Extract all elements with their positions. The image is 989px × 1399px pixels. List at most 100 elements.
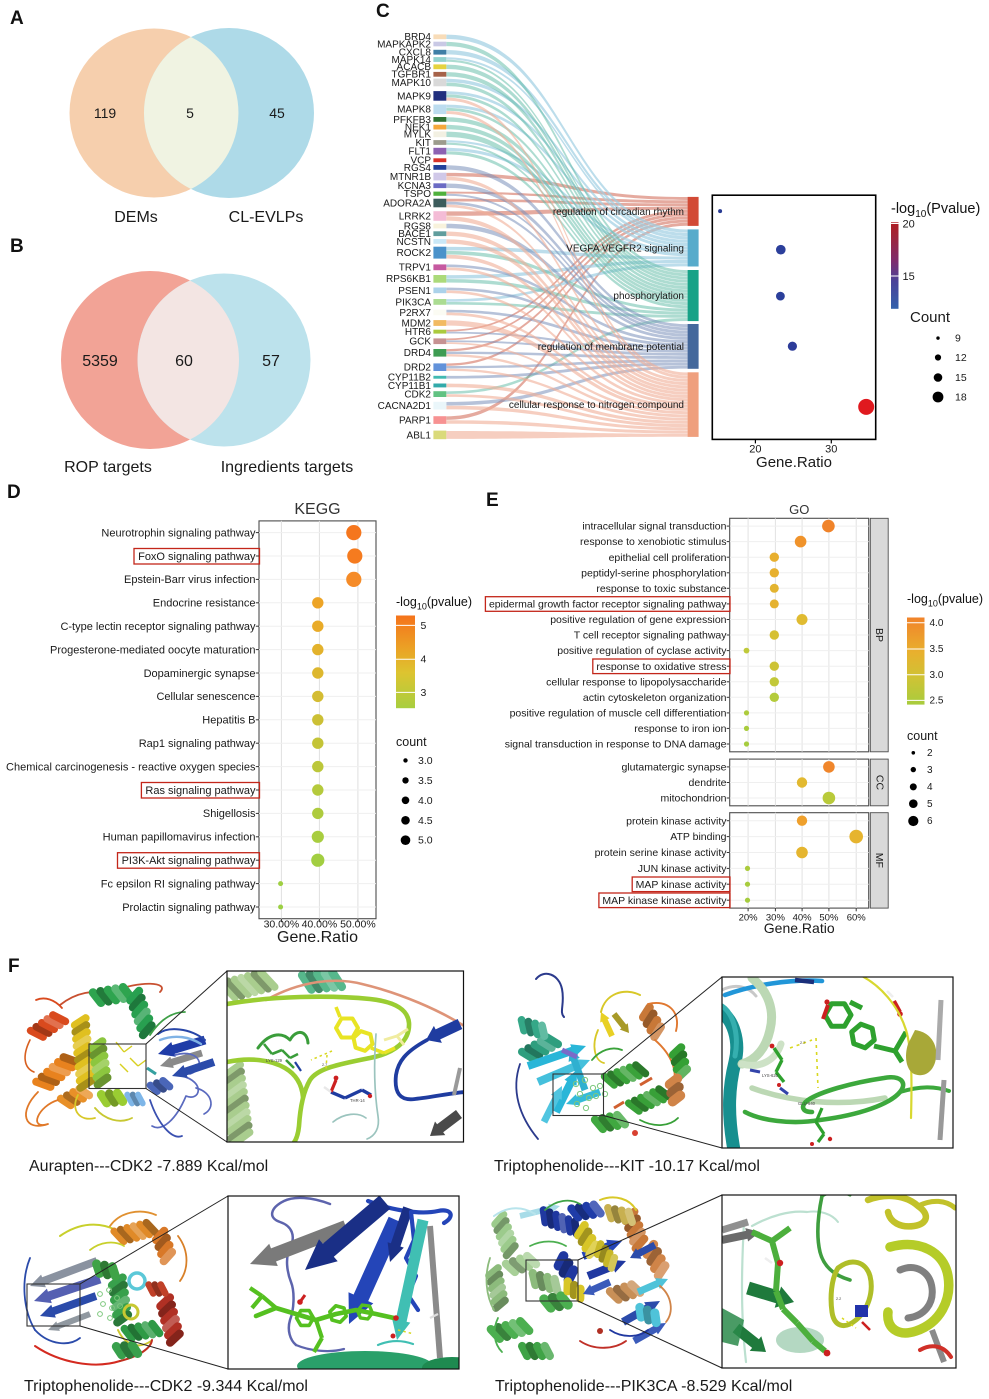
svg-text:ROCK2: ROCK2 [397,248,432,259]
svg-text:peptidyl-serine phosphorylatio: peptidyl-serine phosphorylation [581,567,726,579]
svg-text:dendrite: dendrite [689,777,727,789]
svg-text:Shigellosis: Shigellosis [203,808,256,820]
svg-text:40.00%: 40.00% [302,919,338,931]
svg-text:THR-14: THR-14 [350,1098,365,1103]
svg-text:C-type lectin receptor signali: C-type lectin receptor signaling pathway [60,621,256,633]
svg-text:Triptophenolide---CDK2 -9.344: Triptophenolide---CDK2 -9.344 Kcal/mol [24,1378,308,1395]
svg-text:CYP11B2: CYP11B2 [388,373,432,384]
svg-text:2: 2 [927,748,933,759]
svg-text:DRD4: DRD4 [404,348,432,359]
svg-text:response to iron ion: response to iron ion [634,723,726,735]
svg-text:PI3K-Akt signaling pathway: PI3K-Akt signaling pathway [122,855,256,867]
svg-text:2.2: 2.2 [836,1297,841,1301]
svg-text:Prolactin signaling pathway: Prolactin signaling pathway [122,902,256,914]
svg-text:MDM2: MDM2 [402,318,432,329]
svg-text:response to oxidative stress: response to oxidative stress [596,661,726,673]
svg-text:3.5: 3.5 [418,775,433,787]
svg-text:3: 3 [927,765,933,776]
svg-text:actin cytoskeleton organizatio: actin cytoskeleton organization [583,692,727,704]
svg-text:response to xenobiotic stimulu: response to xenobiotic stimulus [580,536,727,548]
svg-text:5.0: 5.0 [418,835,433,847]
svg-text:9: 9 [955,333,961,345]
svg-text:5: 5 [421,620,427,632]
svg-text:C: C [376,1,390,22]
svg-text:VCP: VCP [410,156,431,167]
svg-text:CACNA2D1: CACNA2D1 [378,401,432,412]
svg-text:Gene.Ratio: Gene.Ratio [277,929,358,946]
svg-text:protein serine kinase activity: protein serine kinase activity [595,847,728,859]
svg-text:MAP kinase activity: MAP kinase activity [636,879,728,891]
svg-text:intracellular signal transduct: intracellular signal transduction [582,521,726,533]
svg-text:VEGFA VEGFR2 signaling: VEGFA VEGFR2 signaling [566,243,684,254]
svg-text:RPS6KB1: RPS6KB1 [386,274,431,285]
svg-text:MAPK9: MAPK9 [397,91,431,102]
svg-text:TRPV1: TRPV1 [399,263,432,274]
svg-text:20: 20 [749,444,761,456]
svg-text:E: E [486,490,499,511]
svg-text:Endocrine resistance: Endocrine resistance [153,598,256,610]
svg-text:LYS-129: LYS-129 [266,1058,283,1063]
svg-text:3: 3 [421,687,427,699]
svg-text:4.5: 4.5 [418,815,433,827]
svg-text:MTNR1B: MTNR1B [390,172,431,183]
svg-text:positive regulation of cyclase: positive regulation of cyclase activity [557,645,727,657]
svg-text:DRD2: DRD2 [404,363,432,374]
svg-text:LYS-620: LYS-620 [762,1073,779,1078]
svg-text:CYP11B1: CYP11B1 [388,381,432,392]
svg-text:regulation of membrane potenti: regulation of membrane potential [538,342,684,353]
svg-text:30.00%: 30.00% [264,919,300,931]
svg-text:57: 57 [262,353,280,370]
svg-text:CC: CC [873,775,885,791]
svg-text:60%: 60% [847,913,867,924]
svg-text:RGS4: RGS4 [404,163,432,174]
svg-text:BP: BP [873,628,885,642]
svg-text:protein kinase activity: protein kinase activity [626,815,727,827]
svg-text:PFKFB3: PFKFB3 [393,115,431,126]
svg-text:NEK1: NEK1 [405,123,432,134]
svg-text:ABL1: ABL1 [407,430,432,441]
svg-text:response to toxic substance: response to toxic substance [596,583,726,595]
svg-text:MAP kinase kinase activity: MAP kinase kinase activity [602,895,727,907]
svg-text:3.0: 3.0 [418,755,433,767]
svg-text:GCK: GCK [409,337,431,348]
svg-text:-log10(pvalue): -log10(pvalue) [396,595,472,612]
svg-text:30: 30 [825,444,837,456]
svg-text:Chemical carcinogenesis - reac: Chemical carcinogenesis - reactive oxyge… [6,761,256,773]
svg-text:Gene.Ratio: Gene.Ratio [764,920,835,936]
svg-text:6: 6 [927,816,933,827]
svg-text:cellular response to nitrogen: cellular response to nitrogen compound [509,400,684,411]
svg-text:2.5: 2.5 [930,696,944,707]
svg-text:NCSTN: NCSTN [397,237,431,248]
svg-text:Aurapten---CDK2 -7.889 Kcal/mo: Aurapten---CDK2 -7.889 Kcal/mol [29,1158,268,1175]
svg-text:Cellular senescence: Cellular senescence [156,691,255,703]
svg-text:count: count [907,729,938,743]
svg-text:2.7: 2.7 [800,1041,805,1045]
svg-text:BACE1: BACE1 [398,229,431,240]
svg-text:cellular response to lipopolys: cellular response to lipopolysaccharide [546,676,727,688]
svg-text:MAPKAPK2: MAPKAPK2 [377,39,431,50]
svg-text:glutamatergic synapse: glutamatergic synapse [621,762,726,774]
svg-text:Progesterone-mediated oocyte m: Progesterone-mediated oocyte maturation [50,644,255,656]
svg-text:B: B [10,236,24,257]
svg-text:GO: GO [789,502,809,517]
svg-text:18: 18 [955,392,967,404]
svg-text:CXCL8: CXCL8 [399,48,432,59]
svg-text:Rap1 signaling pathway: Rap1 signaling pathway [139,738,256,750]
svg-text:FLT1: FLT1 [408,147,431,158]
svg-text:20: 20 [903,219,915,231]
svg-text:epithelial cell proliferation: epithelial cell proliferation [609,552,727,564]
svg-text:regulation of circadian rhythm: regulation of circadian rhythm [553,207,684,218]
svg-text:60: 60 [175,353,193,370]
svg-text:50%: 50% [819,913,839,924]
svg-text:P2RX7: P2RX7 [399,308,431,319]
svg-text:MAPK10: MAPK10 [392,78,432,89]
svg-text:HTR6: HTR6 [405,327,432,338]
svg-text:ATP binding: ATP binding [670,831,726,843]
svg-text:Count: Count [910,309,951,326]
svg-text:GLU-640: GLU-640 [798,1101,816,1106]
svg-text:Triptophenolide---PIK3CA -8.52: Triptophenolide---PIK3CA -8.529 Kcal/mol [495,1378,792,1395]
svg-text:Epstein-Barr virus infection: Epstein-Barr virus infection [124,574,255,586]
svg-text:PARP1: PARP1 [399,415,431,426]
svg-text:positive regulation of gene ex: positive regulation of gene expression [550,614,726,626]
svg-text:Fc epsilon RI signaling pathwa: Fc epsilon RI signaling pathway [101,878,256,890]
